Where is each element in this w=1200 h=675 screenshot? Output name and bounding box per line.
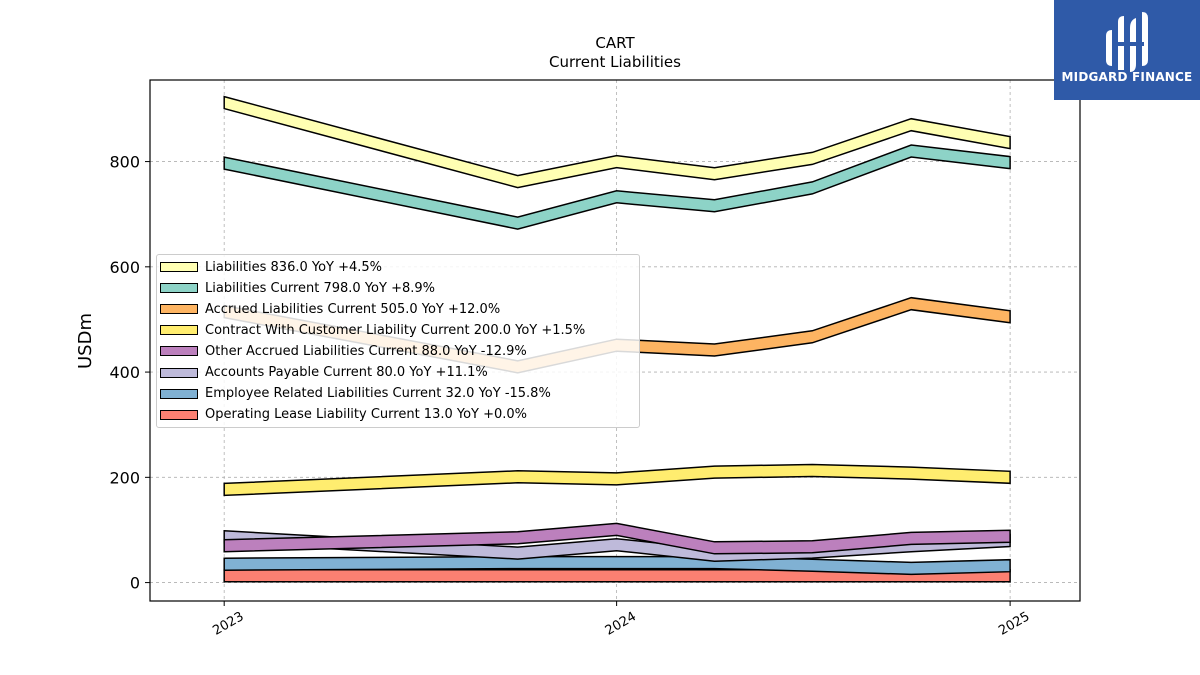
y-tick-label: 0 xyxy=(130,574,140,593)
legend-swatch xyxy=(160,409,198,420)
brand-name: MIDGARD FINANCE xyxy=(1061,70,1193,84)
legend-swatch xyxy=(160,325,198,336)
chart-title: CART xyxy=(595,34,635,52)
legend-swatch xyxy=(160,304,198,315)
legend-label: Operating Lease Liability Current 13.0 Y… xyxy=(205,407,528,423)
legend-swatch xyxy=(160,262,198,272)
legend-item: Operating Lease Liability Current 13.0 Y… xyxy=(157,405,527,425)
legend-item: Liabilities 836.0 YoY +4.5% xyxy=(157,257,382,277)
x-tick-label: 2025 xyxy=(996,609,1032,639)
legend: Liabilities 836.0 YoY +4.5% Liabilities C… xyxy=(156,254,640,428)
x-tick-label: 2023 xyxy=(210,609,246,639)
legend-item: Employee Related Liabilities Current 32.… xyxy=(157,384,551,404)
series-band-employee-related-liabilities-current xyxy=(223,555,1011,576)
brand-mark-icon xyxy=(1106,12,1148,72)
x-axis: 2023 2024 2025 xyxy=(210,601,1032,639)
y-axis: 0 200 400 600 800 xyxy=(109,153,150,593)
y-tick-label: 800 xyxy=(109,153,140,172)
legend-item: Contract With Customer Liability Current… xyxy=(157,320,585,340)
y-tick-label: 600 xyxy=(109,258,140,277)
series-band-operating-lease-liability-current xyxy=(223,568,1011,583)
y-tick-label: 400 xyxy=(109,363,140,382)
series-band-liabilities xyxy=(223,95,1011,189)
legend-label: Other Accrued Liabilities Current 88.0 Y… xyxy=(205,343,527,359)
legend-item: Other Accrued Liabilities Current 88.0 Y… xyxy=(157,341,527,361)
legend-label: Liabilities Current 798.0 YoY +8.9% xyxy=(205,280,435,296)
series-band-other-accrued-liabilities-current xyxy=(223,522,1011,555)
legend-label: Accrued Liabilities Current 505.0 YoY +1… xyxy=(205,301,501,317)
legend-swatch xyxy=(160,367,198,378)
legend-swatch xyxy=(160,346,198,357)
series-band-contract-with-customer-liability-current xyxy=(223,463,1011,497)
chart-subtitle: Current Liabilities xyxy=(549,53,681,71)
y-tick-label: 200 xyxy=(109,468,140,487)
brand-logo: MIDGARD FINANCE xyxy=(1054,0,1200,100)
legend-item: Liabilities Current 798.0 YoY +8.9% xyxy=(157,278,435,298)
legend-label: Accounts Payable Current 80.0 YoY +11.1% xyxy=(205,365,488,380)
legend-label: Contract With Customer Liability Current… xyxy=(205,322,586,338)
legend-item: Accounts Payable Current 80.0 YoY +11.1% xyxy=(157,363,488,383)
plot-frame xyxy=(149,79,1081,602)
legend-label: Employee Related Liabilities Current 32.… xyxy=(205,386,551,402)
series-band-liabilities-current xyxy=(223,144,1011,230)
x-tick-label: 2024 xyxy=(603,609,639,639)
legend-item: Accrued Liabilities Current 505.0 YoY +1… xyxy=(157,299,500,319)
legend-label: Liabilities 836.0 YoY +4.5% xyxy=(205,259,383,275)
legend-swatch xyxy=(160,388,198,399)
y-axis-label: USDm xyxy=(75,313,96,369)
legend-swatch xyxy=(160,283,198,294)
